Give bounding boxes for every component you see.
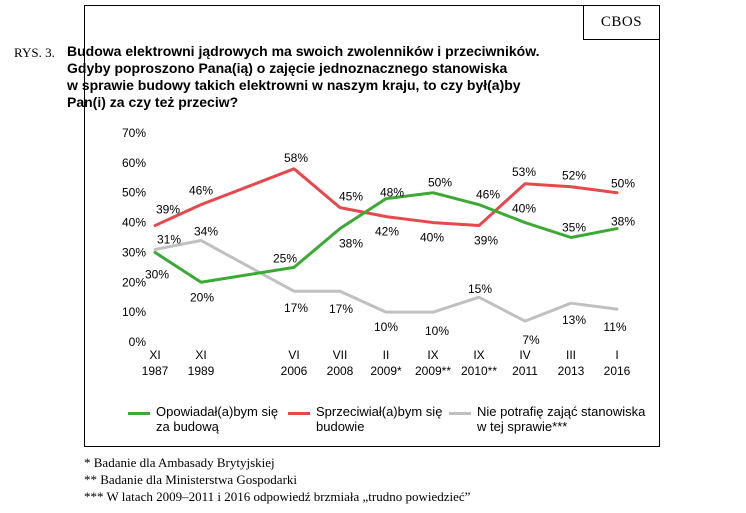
data-label: 38% <box>611 215 635 229</box>
series-line <box>153 238 619 323</box>
y-tick-label: 0% <box>129 335 147 349</box>
y-tick-label: 30% <box>122 245 146 259</box>
data-label: 46% <box>189 184 213 198</box>
x-tick-label: 2006 <box>281 364 308 378</box>
data-label: 17% <box>284 301 308 315</box>
x-tick-label: III <box>566 348 576 362</box>
legend-label-undecided: Nie potrafię zająć stanowiska w tej spra… <box>477 404 645 434</box>
legend-label-oppose: Sprzeciwiał(a)bym się budowie <box>316 404 442 434</box>
footnote: * Badanie dla Ambasady Brytyjskiej <box>84 455 275 470</box>
x-tick-label: IX <box>473 348 484 362</box>
title-line: Gdyby poproszono Pana(ią) o zajęcie jedn… <box>67 60 508 76</box>
data-label: 10% <box>374 320 398 334</box>
data-label: 58% <box>284 151 308 165</box>
y-tick-label: 70% <box>122 126 146 140</box>
data-label: 52% <box>562 169 586 183</box>
legend-text: Opowiadał(a)bym się <box>156 404 279 419</box>
legend-swatch-undecided <box>449 412 471 415</box>
data-label: 25% <box>273 251 297 265</box>
x-tick-label: VI <box>288 348 299 362</box>
data-label: 13% <box>562 313 586 327</box>
footnote: *** W latach 2009–2011 i 2016 odpowiedź … <box>84 489 471 504</box>
x-tick-label: 2016 <box>604 364 631 378</box>
y-tick-label: 50% <box>122 186 146 200</box>
x-tick-label: IX <box>427 348 438 362</box>
legend-text: Nie potrafię zająć stanowiska <box>477 404 646 419</box>
x-tick-label: 2009** <box>415 364 451 378</box>
x-tick-label: 2011 <box>512 364 538 378</box>
legend-text: w tej sprawie*** <box>477 419 568 434</box>
x-tick-label: I <box>615 348 618 362</box>
x-tick-label: XI <box>149 348 160 362</box>
figure-label: RYS. 3. <box>14 45 55 60</box>
data-label: 53% <box>512 165 536 179</box>
legend-swatch-oppose <box>288 412 310 415</box>
data-label: 40% <box>420 231 444 245</box>
data-label: 39% <box>156 203 180 217</box>
y-tick-label: 20% <box>122 275 146 289</box>
x-tick-label: VII <box>333 348 348 362</box>
title-line: Budowa elektrowni jądrowych ma swoich zw… <box>67 43 540 59</box>
x-tick-label: 2009* <box>370 364 402 378</box>
x-tick-label: IV <box>519 348 530 362</box>
data-label: 10% <box>425 324 449 338</box>
title-line: w sprawie budowy takich elektrowni w nas… <box>67 77 521 93</box>
x-tick-label: 2013 <box>558 364 585 378</box>
title-line: Pan(i) za czy też przeciw? <box>67 94 239 110</box>
legend-text: budowie <box>316 419 365 434</box>
data-label: 48% <box>380 186 404 200</box>
data-label: 20% <box>190 290 214 304</box>
data-label: 17% <box>329 302 353 316</box>
x-tick-label: XI <box>195 348 206 362</box>
data-label: 42% <box>375 225 399 239</box>
footnote: ** Badanie dla Ministerstwa Gospodarki <box>84 472 298 487</box>
data-label: 39% <box>474 234 498 248</box>
y-tick-label: 60% <box>122 156 146 170</box>
data-label: 15% <box>468 282 492 296</box>
data-label: 7% <box>522 333 540 347</box>
legend-swatch-support <box>128 412 150 415</box>
data-label: 38% <box>339 237 363 251</box>
data-label: 50% <box>428 176 452 190</box>
figure-frame: CBOS <box>84 5 660 447</box>
legend-text: Sprzeciwiał(a)bym się <box>316 404 443 419</box>
legend-text: za budową <box>156 419 219 434</box>
data-label: 35% <box>562 221 586 235</box>
data-label: 45% <box>339 190 363 204</box>
data-label: 31% <box>157 232 181 246</box>
series-line <box>153 191 619 284</box>
data-label: 34% <box>194 224 218 238</box>
data-label: 11% <box>603 320 626 334</box>
x-tick-label: 1989 <box>188 364 215 378</box>
x-tick-label: 1987 <box>142 364 169 378</box>
x-tick-label: 2010** <box>461 364 497 378</box>
data-label: 50% <box>611 177 635 191</box>
data-label: 40% <box>512 202 536 216</box>
y-tick-label: 10% <box>122 305 146 319</box>
cbos-badge: CBOS <box>583 6 659 40</box>
data-label: 30% <box>145 267 169 281</box>
x-tick-label: 2008 <box>327 364 354 378</box>
y-tick-label: 40% <box>122 216 146 230</box>
chart-title: Budowa elektrowni jądrowych ma swoich zw… <box>67 43 562 111</box>
data-label: 46% <box>476 188 500 202</box>
footnotes: * Badanie dla Ambasady Brytyjskiej ** Ba… <box>84 454 470 505</box>
legend-label-support: Opowiadał(a)bym się za budową <box>156 404 278 434</box>
series-line <box>153 167 619 228</box>
x-tick-label: II <box>383 348 390 362</box>
